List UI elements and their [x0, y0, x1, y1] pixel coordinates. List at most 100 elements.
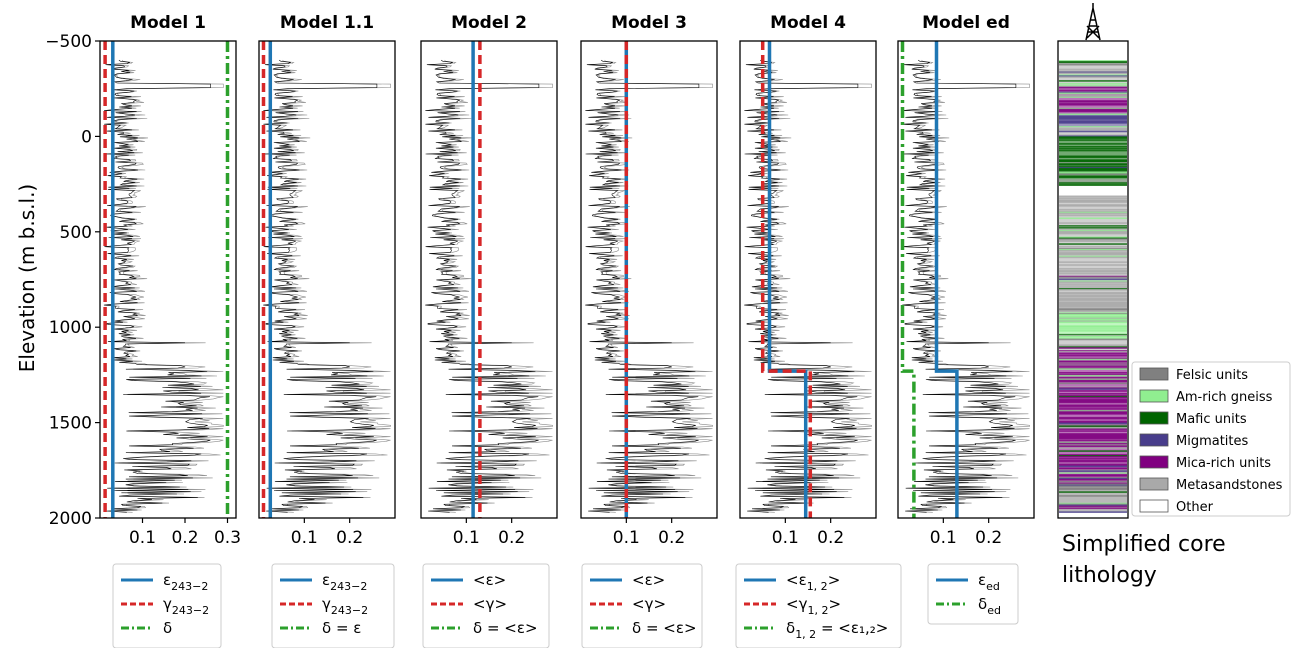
- log-trace-gray: [263, 59, 391, 513]
- lithology-legend-label: Mica-rich units: [1176, 456, 1271, 471]
- lithology-stripe: [1059, 386, 1127, 388]
- lithology-legend-swatch: [1139, 411, 1169, 425]
- lithology-stripe: [1059, 76, 1127, 78]
- lithology-legend-swatch: [1139, 477, 1169, 491]
- lithology-stripe: [1059, 200, 1127, 202]
- x-tick-label: 0.2: [975, 528, 1002, 548]
- log-trace-black: [103, 59, 211, 513]
- panel-frame: [897, 40, 1035, 519]
- lithology-stripe: [1059, 484, 1127, 487]
- lithology-stripe: [1059, 436, 1127, 439]
- legend-label-gam: <γ>: [632, 595, 666, 613]
- lithology-stripe: [1059, 272, 1127, 275]
- lithology-stripe: [1059, 299, 1127, 302]
- y-tick-label: −500: [45, 32, 92, 52]
- lithology-stripe: [1059, 445, 1127, 448]
- lithology-legend-label: Migmatites: [1176, 434, 1249, 449]
- y-tick-label: 1000: [49, 318, 92, 338]
- lithology-legend-frame: [1131, 361, 1291, 517]
- lithology-stripe: [1059, 228, 1127, 231]
- lithology-stripe: [1059, 388, 1127, 390]
- lithology-legend-swatch: [1139, 455, 1169, 469]
- lithology-stripe: [1059, 116, 1127, 118]
- lithology-stripe: [1059, 121, 1127, 123]
- legend-label-del: δ: [163, 619, 172, 637]
- lithology-stripe: [1059, 159, 1127, 161]
- lithology-legend-label: Am-rich gneiss: [1176, 390, 1273, 405]
- lithology-stripe: [1059, 417, 1127, 420]
- lithology-stripe: [1059, 176, 1127, 179]
- lithology-stripe: [1059, 488, 1127, 491]
- lithology-stripe: [1059, 281, 1127, 284]
- lithology-stripe: [1059, 467, 1127, 470]
- lithology-stripe: [1059, 338, 1127, 341]
- lithology-stripe: [1059, 94, 1127, 97]
- lithology-stripe: [1059, 475, 1127, 477]
- x-tick-label: 0.1: [453, 528, 480, 548]
- lithology-stripe: [1059, 277, 1127, 280]
- lithology-stripe: [1059, 401, 1127, 404]
- lithology-stripe: [1059, 368, 1127, 370]
- log-trace-gray: [425, 59, 553, 513]
- lithology-stripe: [1059, 217, 1127, 220]
- panel-frame: [99, 40, 237, 519]
- panel-title: Model 4: [770, 13, 846, 33]
- lithology-stripe: [1059, 302, 1127, 304]
- lithology-stripe: [1059, 455, 1127, 458]
- lithology-stripe: [1059, 268, 1127, 270]
- lithology-stripe: [1059, 435, 1127, 437]
- lithology-stripe: [1059, 422, 1127, 425]
- lithology-stripe: [1059, 468, 1127, 470]
- log-trace-black: [425, 59, 540, 513]
- lithology-stripe: [1059, 376, 1127, 379]
- lithology-stripe: [1059, 227, 1127, 229]
- lithology-stripe: [1059, 469, 1127, 471]
- lithology-stripe: [1059, 107, 1127, 110]
- lithology-stripe: [1059, 135, 1127, 138]
- lithology-stripe: [1059, 60, 1127, 62]
- lithology-stripe: [1059, 400, 1127, 403]
- lithology-stripe: [1059, 482, 1127, 485]
- legend-label-eps: <ε>: [473, 571, 506, 589]
- panel-plot-area: [900, 41, 1030, 518]
- lithology-stripe: [1059, 483, 1127, 486]
- legend-label-eps: εed: [978, 571, 1000, 593]
- panel-title: Model 2: [451, 13, 527, 33]
- lithology-stripe: [1059, 231, 1127, 234]
- panel-legend: <ε> <γ> δ = <ε>: [581, 563, 703, 648]
- lithology-stripe: [1059, 285, 1127, 287]
- lithology-stripe: [1059, 70, 1127, 73]
- lithology-stripe: [1059, 239, 1127, 242]
- lithology-stripe: [1059, 261, 1127, 263]
- legend-label-del: δ1, 2 = <ε₁,₂>: [786, 619, 888, 641]
- lithology-legend: Felsic units Am-rich gneiss Mafic units Mig…: [1131, 361, 1291, 517]
- lithology-stripe: [1059, 420, 1127, 423]
- lithology-stripe: [1059, 416, 1127, 419]
- lithology-stripe: [1059, 162, 1127, 164]
- lithology-stripe: [1059, 168, 1127, 171]
- lithology-stripe: [1059, 433, 1127, 435]
- lithology-stripe: [1059, 208, 1127, 211]
- lithology-stripe: [1059, 103, 1127, 106]
- lithology-stripe: [1059, 450, 1127, 452]
- lithology-stripe: [1059, 211, 1127, 214]
- lithology-stripe: [1059, 163, 1127, 165]
- panel-title: Model 3: [611, 13, 687, 33]
- lithology-interval: [1059, 186, 1127, 196]
- lithology-stripe: [1059, 398, 1127, 401]
- lithology-stripe: [1059, 409, 1127, 411]
- lithology-stripe: [1059, 165, 1127, 168]
- lithology-stripe: [1059, 160, 1127, 162]
- lithology-stripe: [1059, 252, 1127, 255]
- lithology-stripe: [1059, 395, 1127, 398]
- lithology-stripe: [1059, 316, 1127, 319]
- lithology-stripe: [1059, 421, 1127, 424]
- lithology-stripe: [1059, 396, 1127, 399]
- lithology-stripe: [1059, 278, 1127, 281]
- lithology-stripe: [1059, 71, 1127, 74]
- lithology-stripe: [1059, 283, 1127, 285]
- lithology-stripe: [1059, 137, 1127, 139]
- lithology-stripe: [1059, 354, 1127, 357]
